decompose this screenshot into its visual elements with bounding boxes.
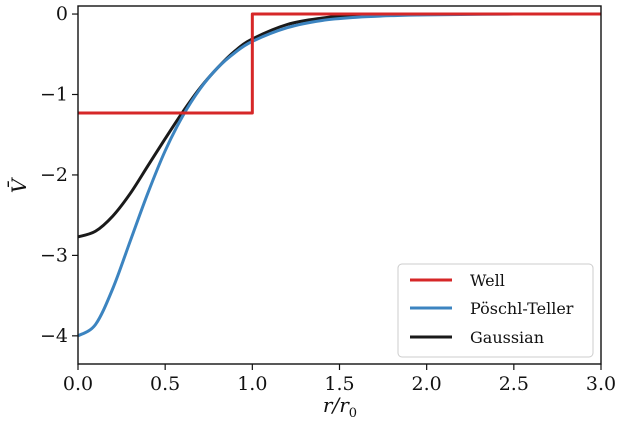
legend-label-well: Well [470, 271, 505, 290]
y-tick-label: −2 [40, 164, 68, 186]
legend-label-poschl-teller: Pöschl-Teller [470, 299, 574, 318]
x-tick-label: 0.0 [63, 373, 93, 395]
x-tick-label: 3.0 [586, 373, 616, 395]
legend-label-gaussian: Gaussian [470, 328, 544, 347]
series-line-gaussian [77, 12, 601, 239]
y-tick-label: 0 [56, 3, 68, 25]
y-tick-label: −3 [40, 244, 68, 266]
legend-box [397, 263, 594, 358]
x-tick-label: 2.5 [499, 373, 529, 395]
x-axis-label: r/r0 [323, 393, 357, 421]
legend: Well Pöschl-Teller Gaussian [397, 263, 594, 358]
ticks-layer: 0.0 0.5 1.0 1.5 2.0 2.5 3.0 0 −1 −2 −3 −4 [40, 3, 616, 395]
x-tick-label: 2.0 [412, 373, 442, 395]
y-axis-label: V̄ [6, 176, 31, 193]
series-layer [77, 12, 602, 338]
series-line-well [78, 12, 601, 115]
x-tick-label: 0.5 [150, 373, 180, 395]
x-tick-label: 1.0 [237, 373, 267, 395]
y-tick-label: −1 [40, 83, 68, 105]
x-tick-label: 1.5 [324, 373, 354, 395]
y-tick-label: −4 [40, 325, 68, 347]
